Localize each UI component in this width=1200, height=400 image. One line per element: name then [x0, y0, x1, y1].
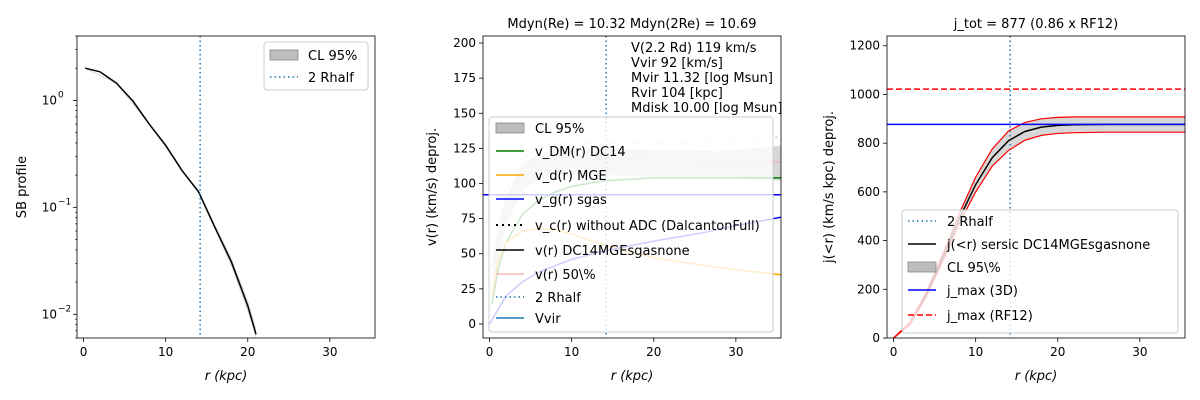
p3-y-tick-label-0: 0	[872, 331, 880, 345]
p1-series-0-line	[85, 67, 257, 335]
p3-legend-label-j: j(<r) sersic DC14MGEsgasnone	[946, 238, 1150, 253]
p3-x-axis-label: r (kpc)	[1015, 369, 1058, 384]
p1-y-tick-exponent-0: −2	[58, 304, 71, 314]
panel-rotation-curve: 0 10 20 30 0 25 50 75 100 125 150 175 200 Mdyn(Re) …	[425, 17, 782, 384]
p2-legend-label-vvir: Vvir	[535, 312, 561, 327]
p3-x-tick-label-3: 30	[1132, 345, 1147, 359]
p3-legend-label-rhalf: 2 Rhalf	[947, 215, 993, 230]
p1-y-tick-label-2: 10	[42, 93, 57, 107]
p2-annotation-mvir: Mvir 11.32 [log Msun]	[631, 71, 773, 86]
p1-series-1-ci-band	[85, 67, 256, 338]
p2-legend-box	[488, 116, 774, 333]
p2-legend-label-rhalf: 2 Rhalf	[535, 291, 581, 306]
p2-y-tick-label-2: 50	[461, 247, 476, 261]
p2-y-tick-label-5: 125	[453, 141, 476, 155]
p2-annotation-v22: V(2.2 Rd) 119 km/s	[631, 41, 757, 56]
p2-legend-swatch-band	[495, 122, 525, 134]
p1-y-tick-exponent-2: 0	[58, 90, 64, 100]
p2-x-tick-label-3: 30	[728, 345, 743, 359]
p1-x-tick-label-2: 20	[240, 345, 255, 359]
p3-x-tick-label-0: 0	[890, 345, 898, 359]
p2-y-tick-label-6: 150	[453, 106, 476, 120]
p2-legend-label-disk: v_d(r) MGE	[535, 169, 607, 184]
p3-y-tick-label-6: 1200	[849, 39, 880, 53]
p1-x-axis-label: r (kpc)	[205, 369, 248, 384]
p2-y-tick-label-1: 25	[461, 282, 476, 296]
p2-annotation-block: V(2.2 Rd) 119 km/s Vvir 92 [km/s] Mvir 1…	[631, 41, 782, 116]
p2-y-tick-label-8: 200	[453, 36, 476, 50]
p2-title: Mdyn(Re) = 10.32 Mdyn(2Re) = 10.69	[507, 17, 756, 32]
p1-y-tick-exponent-1: −1	[58, 197, 71, 207]
p1-band-layer	[85, 67, 256, 338]
p3-x-tick-label-2: 20	[1050, 345, 1065, 359]
p3-legend-label-jmaxrf12: j_max (RF12)	[946, 309, 1033, 324]
p2-y-tick-label-3: 75	[461, 212, 476, 226]
p3-y-tick-label-5: 1000	[849, 87, 880, 101]
p1-line-layer	[85, 36, 257, 338]
p3-y-ticks: 0 200 400 600 800 1000 1200	[849, 39, 887, 345]
p2-x-axis-label: r (kpc)	[611, 369, 654, 384]
panel-angular-momentum: 0 10 20 30 0 200 400 600 800 1000 1200 j_tot = 87…	[822, 17, 1186, 384]
p3-x-ticks: 0 10 20 30	[890, 338, 1147, 359]
p3-y-tick-label-1: 200	[857, 282, 880, 296]
p2-legend-label-vc: v_c(r) without ADC (DalcantonFull)	[535, 219, 760, 234]
p3-legend-label-jmax3d: j_max (3D)	[946, 284, 1018, 299]
p1-legend-label-rhalf: 2 Rhalf	[308, 71, 354, 86]
p1-legend: CL 95% 2 Rhalf	[263, 41, 369, 91]
p3-legend-label-cl: CL 95\%	[947, 261, 1001, 276]
p2-y-tick-label-7: 175	[453, 71, 476, 85]
p2-legend-label-cl: CL 95%	[535, 122, 584, 137]
p2-y-axis-label: v(r) (km/s) deproj.	[425, 128, 440, 246]
p3-x-tick-label-1: 10	[968, 345, 983, 359]
p3-legend: 2 Rhalf j(<r) sersic DC14MGEsgasnone CL …	[901, 209, 1179, 334]
p2-annotation-rvir: Rvir 104 [kpc]	[631, 86, 723, 101]
p3-y-tick-label-3: 600	[857, 185, 880, 199]
p1-x-tick-label-0: 0	[80, 345, 88, 359]
p2-x-tick-label-1: 10	[564, 345, 579, 359]
p3-y-axis-label: j(<r) (km/s kpc) deproj.	[822, 111, 837, 264]
p2-legend-label-v50: v(r) 50\%	[535, 268, 596, 283]
p2-annotation-mdisk: Mdisk 10.00 [log Msun]	[631, 101, 782, 116]
p1-legend-swatch-band	[269, 49, 299, 61]
p1-axes-frame	[76, 35, 376, 339]
p1-x-tick-label-1: 10	[158, 345, 173, 359]
p1-y-axis-label: SB profile	[15, 156, 30, 218]
p2-annotation-vvir: Vvir 92 [km/s]	[631, 56, 723, 71]
p2-y-tick-label-4: 100	[453, 176, 476, 190]
p1-x-ticks: 0 10 20 30	[80, 338, 337, 359]
p1-x-tick-label-3: 30	[322, 345, 337, 359]
p3-y-tick-label-2: 400	[857, 234, 880, 248]
p2-x-ticks: 0 10 20 30	[486, 338, 743, 359]
p2-y-tick-label-0: 0	[468, 317, 476, 331]
p3-legend-box	[901, 209, 1179, 334]
p1-y-tick-label-0: 10	[42, 307, 57, 321]
p2-axes-frame	[482, 35, 782, 339]
p2-legend-label-vtot: v(r) DC14MGEsgasnone	[535, 244, 690, 259]
p2-x-tick-label-0: 0	[486, 345, 494, 359]
p2-legend: CL 95% v_DM(r) DC14 v_d(r) MGE v_g(r) sg…	[488, 116, 774, 333]
p2-legend-label-gas: v_g(r) sgas	[535, 193, 607, 208]
p1-legend-label-cl: CL 95%	[308, 49, 357, 64]
p3-y-tick-label-4: 800	[857, 136, 880, 150]
p3-legend-swatch-band	[907, 261, 937, 273]
p3-axes-frame	[886, 35, 1186, 339]
p2-y-ticks: 0 25 50 75 100 125 150 175 200	[453, 36, 483, 331]
p2-legend-label-dm: v_DM(r) DC14	[535, 145, 626, 160]
p1-y-tick-label-1: 10	[42, 200, 57, 214]
p3-title: j_tot = 877 (0.86 x RF12)	[953, 17, 1118, 32]
p3-line-layer	[887, 36, 1185, 339]
p2-x-tick-label-2: 20	[646, 345, 661, 359]
